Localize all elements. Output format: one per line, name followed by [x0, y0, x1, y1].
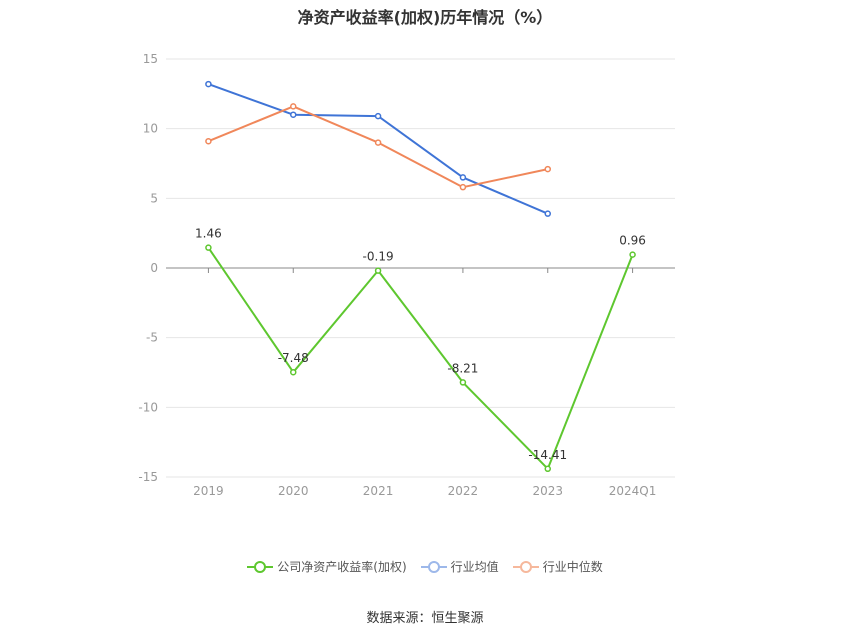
legend-item-company-roe[interactable]: 公司净资产收益率(加权)	[247, 558, 407, 575]
data-point-series-0	[205, 244, 212, 251]
data-source-note: 数据来源：恒生聚源	[366, 611, 484, 626]
legend-label-industry-mean: 行业均值	[450, 560, 499, 574]
data-point-series-1	[205, 80, 212, 88]
data-label: -7.48	[278, 351, 309, 365]
legend-marker-company-roe	[247, 560, 274, 573]
data-label: -14.41	[528, 448, 567, 462]
x-tick-label: 2019	[193, 484, 224, 498]
series-line-0	[207, 247, 634, 470]
data-point-series-0	[544, 465, 551, 473]
data-point-series-2	[374, 139, 382, 146]
data-label: -8.21	[447, 361, 478, 375]
data-point-series-1	[459, 174, 467, 181]
data-point-series-1	[374, 112, 382, 120]
chart-title: 净资产收益率(加权)历年情况（%）	[297, 8, 553, 27]
data-label: 1.46	[195, 227, 222, 241]
y-tick-label: -15	[138, 470, 158, 484]
data-label: -0.19	[363, 250, 394, 264]
legend-label-industry-median: 行业中位数	[542, 560, 603, 574]
legend-item-industry-median[interactable]: 行业中位数	[512, 558, 603, 575]
legend-label-company-roe: 公司净资产收益率(加权)	[277, 560, 407, 574]
data-point-series-0	[290, 368, 297, 376]
x-tick-label: 2022	[448, 484, 479, 498]
x-tick-label: 2020	[278, 484, 309, 498]
data-point-series-2	[544, 165, 551, 173]
legend-marker-industry-median	[512, 560, 539, 573]
y-tick-label: 0	[150, 261, 158, 275]
data-point-series-2	[290, 103, 297, 110]
y-tick-label: -10	[138, 400, 158, 414]
data-label: 0.96	[619, 234, 646, 248]
x-tick-label: 2024Q1	[609, 484, 657, 498]
data-point-series-2	[205, 137, 212, 145]
y-tick-label: 15	[143, 52, 158, 66]
data-point-series-1	[544, 210, 551, 217]
chart-legend: 公司净资产收益率(加权) 行业均值 行业中位数	[0, 558, 850, 575]
x-tick-label: 2021	[363, 484, 394, 498]
data-point-series-0	[459, 379, 467, 386]
data-point-series-1	[290, 111, 297, 118]
legend-marker-industry-mean	[420, 560, 447, 573]
data-point-series-0	[374, 267, 382, 274]
y-tick-label: -5	[146, 331, 158, 345]
y-tick-label: 10	[143, 122, 158, 136]
series-line-1	[208, 83, 549, 215]
legend-item-industry-mean[interactable]: 行业均值	[420, 558, 499, 575]
data-point-series-0	[629, 251, 636, 258]
data-point-series-2	[459, 183, 467, 191]
y-tick-label: 5	[150, 191, 158, 205]
x-tick-label: 2023	[532, 484, 563, 498]
